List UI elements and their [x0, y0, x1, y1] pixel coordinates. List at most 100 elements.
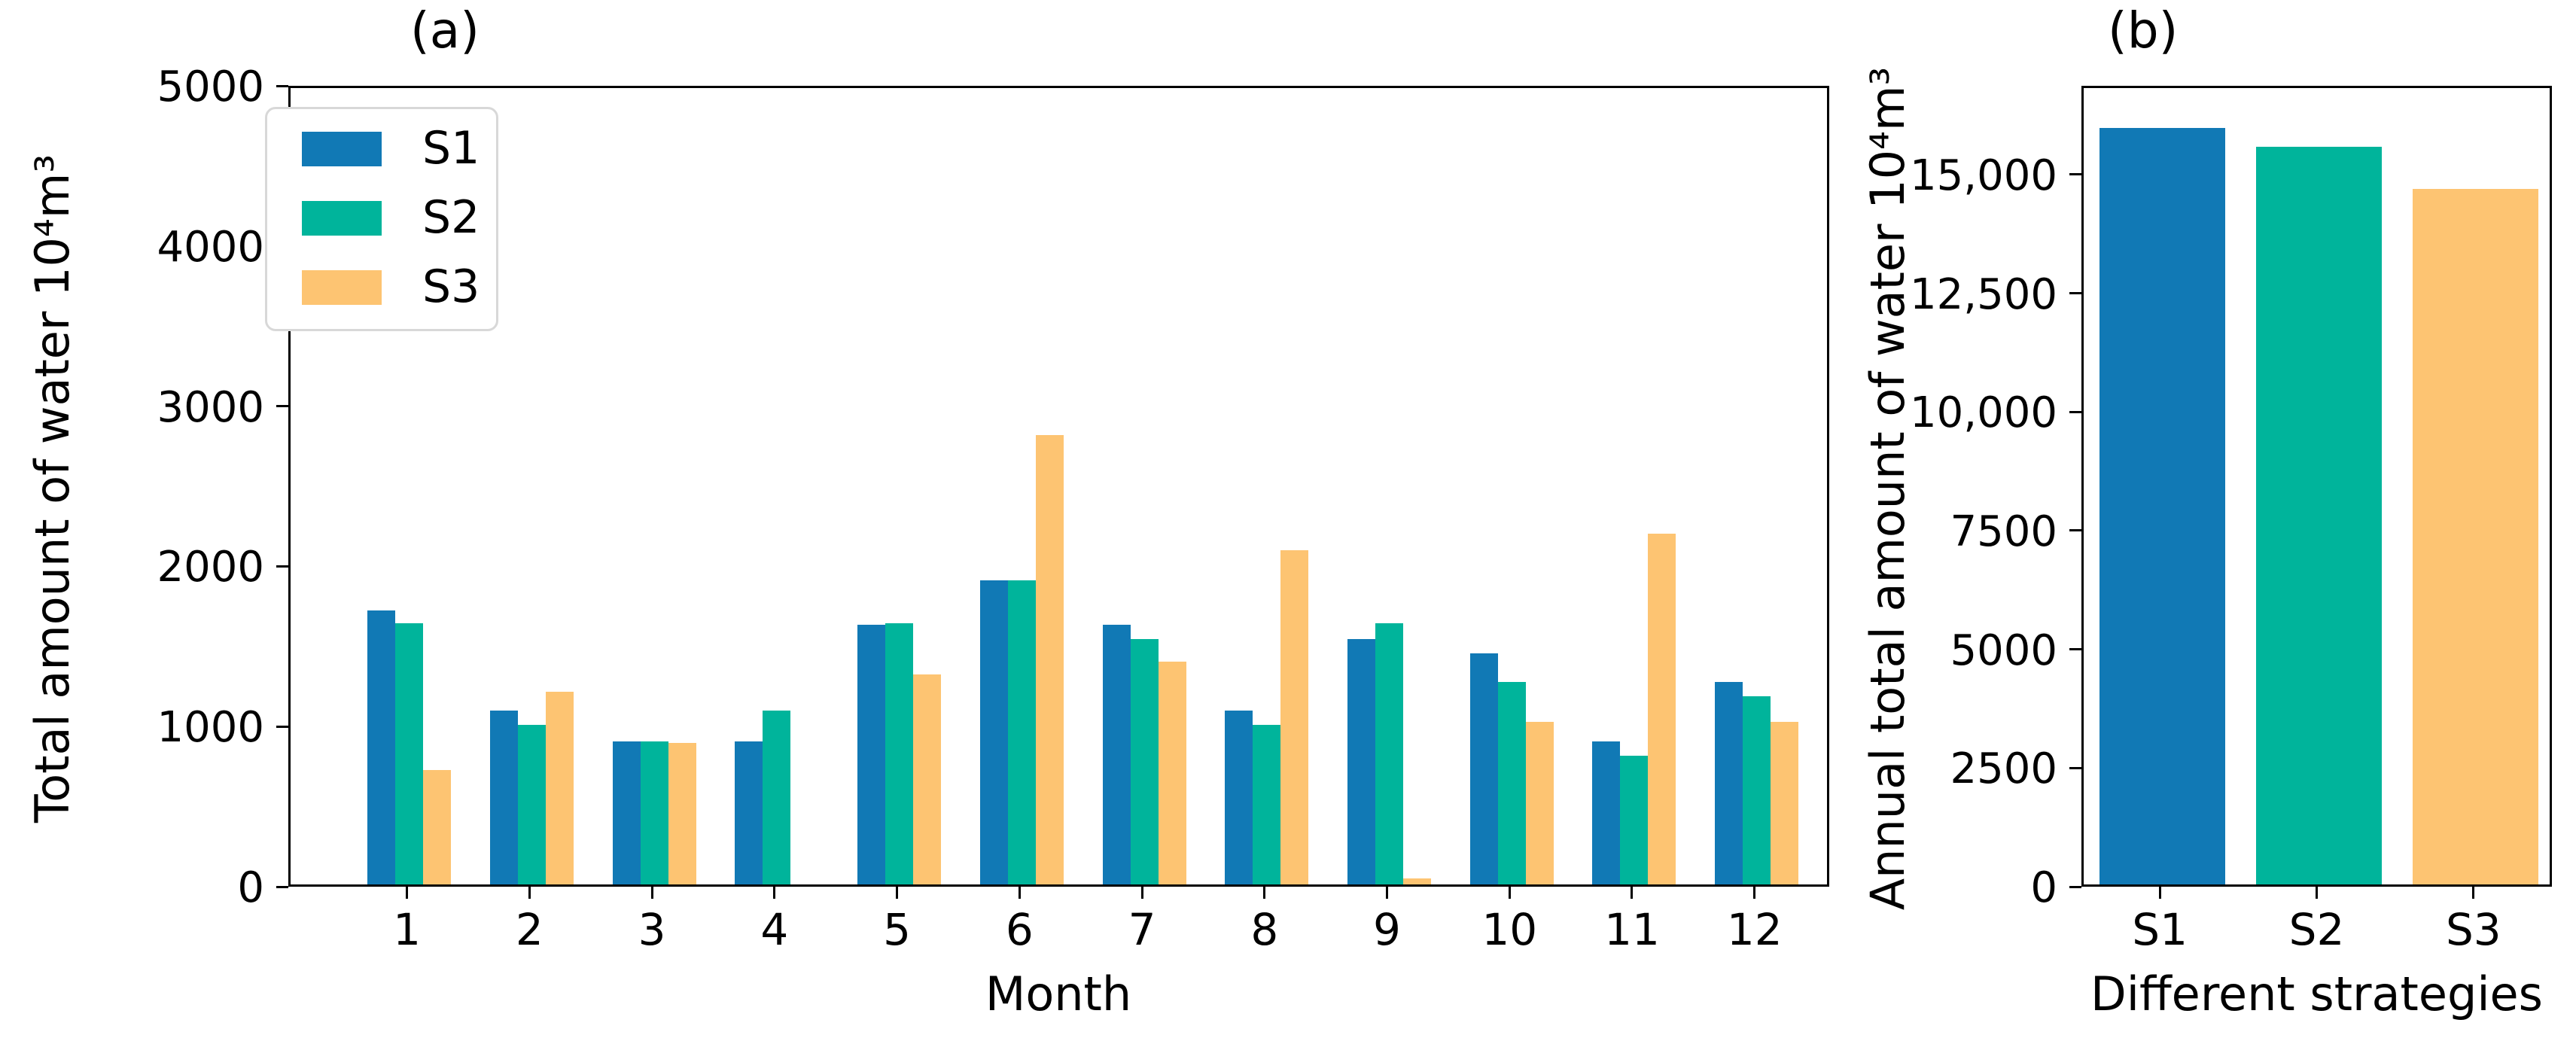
bar-s1-month-5: [857, 625, 886, 884]
x-tick-mark-a-6: [1018, 887, 1021, 899]
bar-s2-month-12: [1743, 696, 1771, 884]
x-tick-label-b-S1: S1: [2132, 904, 2188, 955]
legend-label-s1: S1: [422, 122, 480, 175]
bar-s2-month-6: [1007, 580, 1036, 884]
y-tick-mark-b-5000: [2069, 648, 2081, 651]
y-tick-label-b-0: 0: [2030, 863, 2057, 912]
y-tick-label-b-7500: 7500: [1950, 507, 2057, 556]
legend-row-s3: S3: [267, 264, 496, 309]
bar-s1-month-6: [979, 580, 1008, 884]
bar-s2-month-11: [1620, 755, 1649, 884]
bar-s1-month-12: [1715, 682, 1743, 884]
bar-s3-month-9: [1403, 878, 1431, 884]
y-tick-mark-a-5000: [276, 84, 288, 87]
bar-s1-month-2: [489, 711, 518, 884]
x-tick-mark-a-2: [528, 887, 531, 899]
y-tick-mark-a-0: [276, 885, 288, 888]
y-tick-mark-b-15000: [2069, 173, 2081, 176]
bar-s2-month-7: [1130, 639, 1159, 884]
x-tick-mark-a-3: [650, 887, 653, 899]
bar-s2-month-10: [1497, 682, 1526, 884]
x-tick-label-a-4: 4: [760, 904, 789, 955]
x-tick-label-a-11: 11: [1604, 904, 1660, 955]
bar-s1-month-3: [612, 741, 641, 884]
x-tick-label-b-S3: S3: [2445, 904, 2501, 955]
chart-a-title: (a): [410, 2, 480, 59]
y-tick-label-b-15000: 15,000: [1910, 151, 2057, 200]
bar-annual-s3: [2413, 188, 2539, 884]
x-tick-label-a-6: 6: [1005, 904, 1034, 955]
legend-row-s2: S2: [267, 195, 496, 240]
y-tick-label-a-1000: 1000: [157, 703, 264, 753]
legend-swatch-s2: [302, 201, 382, 236]
x-tick-mark-a-10: [1508, 887, 1511, 899]
chart-b-plot-area: [2081, 86, 2552, 887]
chart-b-title: (b): [2108, 2, 2179, 59]
chart-a-plot-area: [288, 86, 1829, 887]
y-tick-label-b-12500: 12,500: [1910, 269, 2057, 319]
bar-s2-month-2: [517, 725, 546, 884]
x-tick-mark-a-11: [1631, 887, 1634, 899]
x-tick-mark-b-S2: [2316, 887, 2318, 899]
bar-s1-month-7: [1102, 625, 1131, 884]
bar-s3-month-2: [545, 691, 574, 884]
y-tick-label-b-10000: 10,000: [1910, 388, 2057, 438]
x-tick-mark-a-7: [1140, 887, 1143, 899]
x-tick-label-a-8: 8: [1250, 904, 1279, 955]
bar-s2-month-9: [1375, 622, 1403, 884]
x-tick-mark-b-S3: [2472, 887, 2475, 899]
bar-s1-month-4: [735, 741, 763, 884]
bar-annual-s2: [2256, 147, 2382, 884]
legend-row-s1: S1: [267, 126, 496, 171]
bar-s3-month-11: [1648, 534, 1676, 884]
bar-s3-month-7: [1158, 661, 1186, 884]
x-tick-mark-a-1: [406, 887, 409, 899]
legend-label-s2: S2: [422, 191, 480, 244]
bar-s1-month-9: [1347, 639, 1375, 884]
y-tick-label-a-5000: 5000: [157, 62, 264, 111]
chart-a-y-axis-label: Total amount of water 10⁴m³: [25, 154, 80, 823]
bar-s1-month-10: [1469, 653, 1498, 884]
x-tick-label-a-9: 9: [1373, 904, 1401, 955]
x-tick-label-a-12: 12: [1726, 904, 1783, 955]
y-tick-label-a-4000: 4000: [157, 222, 264, 272]
chart-a-x-axis-label: Month: [985, 966, 1132, 1021]
bar-s2-month-4: [763, 711, 791, 884]
x-tick-label-b-S2: S2: [2288, 904, 2345, 955]
y-tick-mark-b-7500: [2069, 529, 2081, 532]
legend-swatch-s1: [302, 132, 382, 166]
bar-s2-month-8: [1253, 725, 1281, 884]
bar-s3-month-1: [423, 769, 452, 884]
y-tick-label-b-5000: 5000: [1950, 626, 2057, 675]
x-tick-label-a-5: 5: [883, 904, 912, 955]
chart-b-x-axis-label: Different strategies: [2090, 966, 2543, 1021]
x-tick-mark-a-8: [1263, 887, 1266, 899]
x-tick-label-a-7: 7: [1128, 904, 1156, 955]
y-tick-mark-a-2000: [276, 565, 288, 568]
legend-swatch-s3: [302, 270, 382, 305]
bar-s3-month-8: [1280, 549, 1309, 884]
x-tick-label-a-1: 1: [393, 904, 422, 955]
bar-s3-month-5: [913, 674, 942, 884]
bar-s1-month-8: [1225, 711, 1253, 884]
bar-s3-month-3: [668, 742, 696, 884]
y-tick-mark-b-2500: [2069, 766, 2081, 769]
y-tick-mark-b-10000: [2069, 410, 2081, 413]
x-tick-mark-a-9: [1386, 887, 1388, 899]
bar-s3-month-10: [1525, 722, 1554, 884]
y-tick-mark-b-12500: [2069, 292, 2081, 295]
bar-s3-month-6: [1035, 435, 1064, 884]
y-tick-mark-b-0: [2069, 885, 2081, 888]
bar-s3-month-12: [1771, 722, 1799, 884]
legend-label-s3: S3: [422, 260, 480, 313]
y-tick-label-a-2000: 2000: [157, 543, 264, 592]
y-tick-mark-a-1000: [276, 725, 288, 728]
bar-s1-month-11: [1592, 741, 1621, 884]
bar-annual-s1: [2099, 127, 2225, 884]
x-tick-mark-a-4: [773, 887, 776, 899]
x-tick-mark-a-12: [1753, 887, 1756, 899]
x-tick-mark-b-S1: [2158, 887, 2161, 899]
bar-s2-month-5: [885, 622, 914, 884]
legend: S1 S2 S3: [265, 107, 498, 331]
